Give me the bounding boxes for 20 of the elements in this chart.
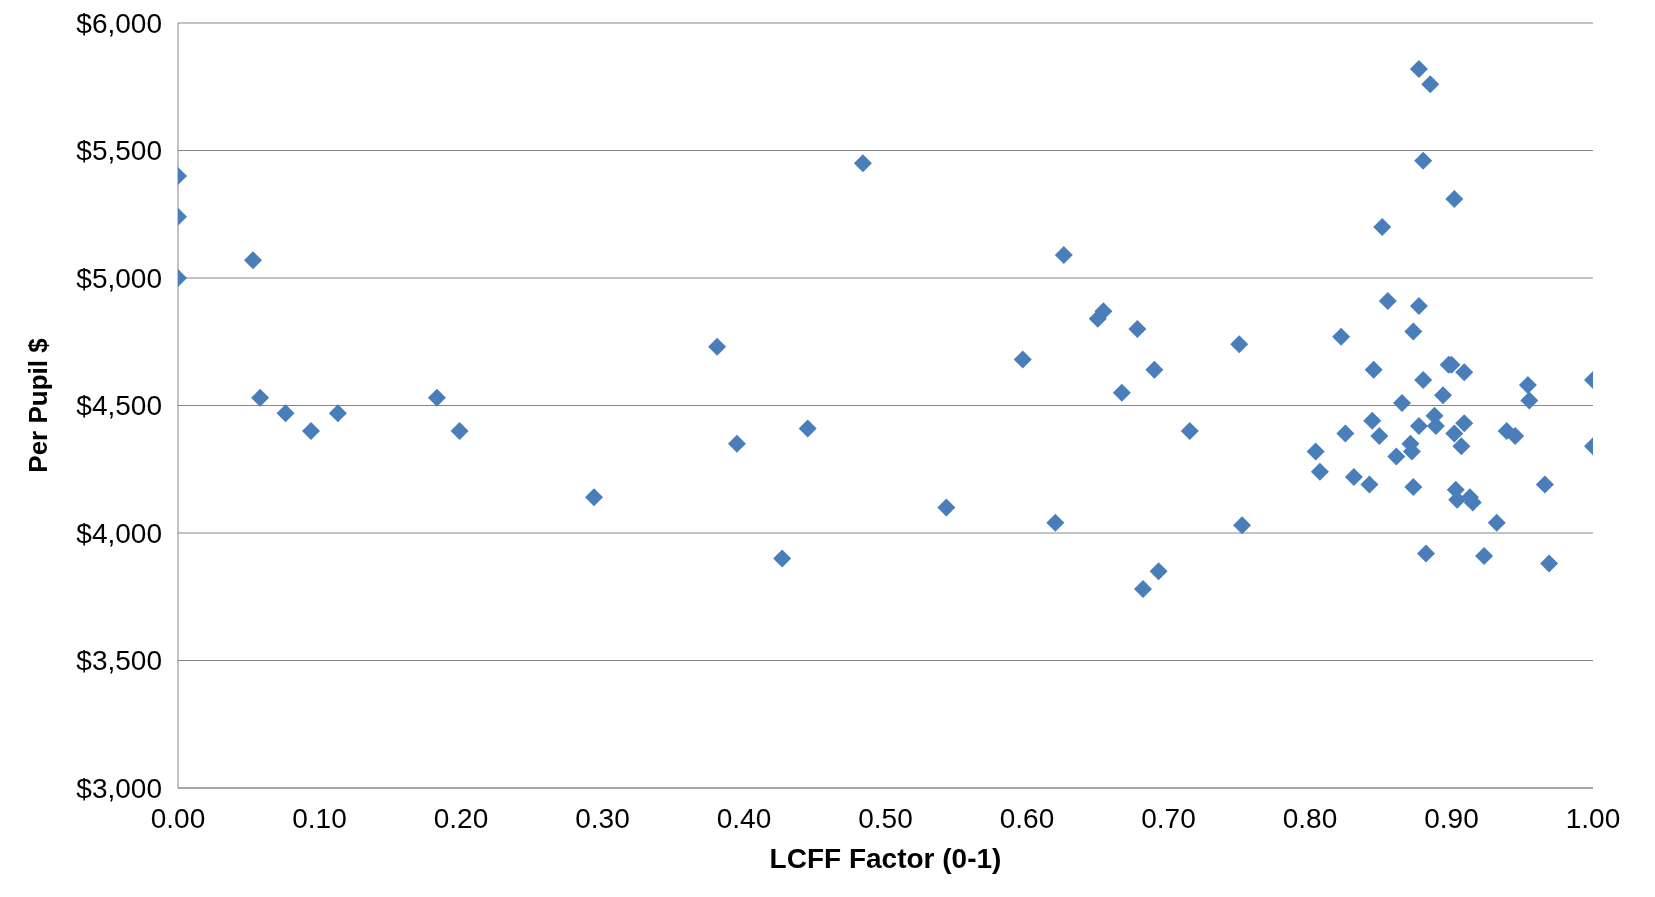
x-tick-label: 0.30 <box>575 802 630 834</box>
x-tick-label: 0.50 <box>858 802 913 834</box>
y-tick-label: $6,000 <box>76 7 162 39</box>
y-tick-label: $3,500 <box>76 645 162 677</box>
y-tick-label: $4,000 <box>76 517 162 549</box>
y-tick-label: $3,000 <box>76 772 162 804</box>
x-tick-label: 0.10 <box>292 802 347 834</box>
y-axis-title: Per Pupil $ <box>23 337 54 473</box>
x-tick-label: 0.80 <box>1282 802 1338 834</box>
x-tick-label: 0.60 <box>999 802 1055 834</box>
x-tick-label: 0.40 <box>716 802 772 834</box>
x-tick-label: 0.00 <box>150 802 206 834</box>
x-tick-label: 1.00 <box>1565 802 1621 834</box>
x-tick-label: 0.20 <box>433 802 489 834</box>
y-tick-label: $5,000 <box>76 262 162 294</box>
y-tick-label: $4,500 <box>76 390 162 422</box>
y-tick-label: $5,500 <box>76 135 162 167</box>
x-axis-title: LCFF Factor (0-1) <box>769 843 1002 874</box>
x-tick-label: 0.70 <box>1141 802 1196 834</box>
x-tick-label: 0.90 <box>1424 802 1479 834</box>
